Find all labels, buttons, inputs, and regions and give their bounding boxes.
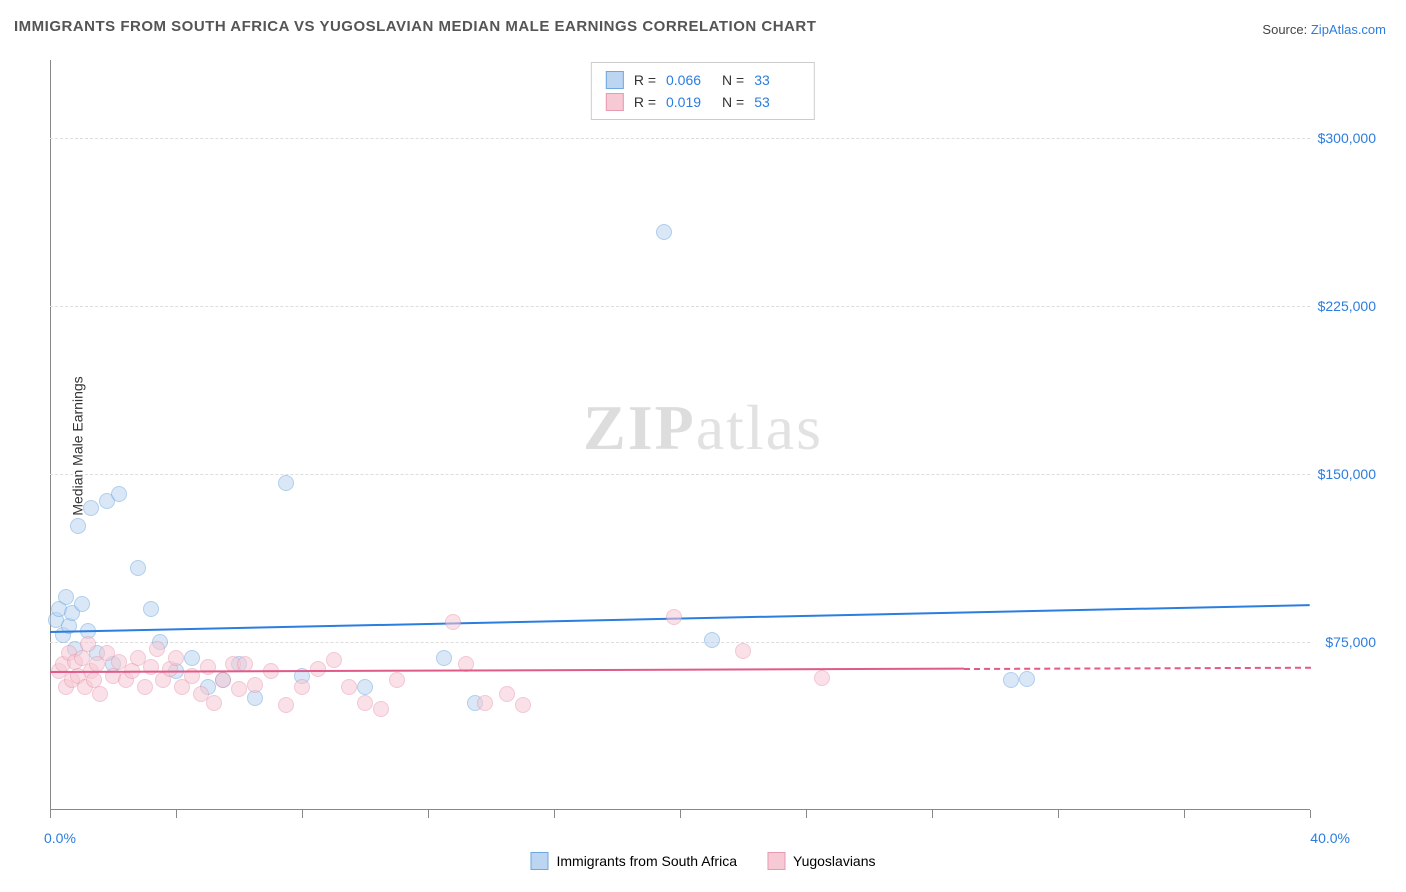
data-point — [294, 679, 310, 695]
data-point — [436, 650, 452, 666]
data-point — [1019, 671, 1035, 687]
data-point — [373, 701, 389, 717]
x-tick — [806, 810, 807, 818]
data-point — [310, 661, 326, 677]
legend-label: Immigrants from South Africa — [556, 853, 737, 869]
source-label: Source: — [1262, 22, 1307, 37]
data-point — [814, 670, 830, 686]
legend-swatch — [606, 93, 624, 111]
r-label: R = — [634, 72, 656, 88]
x-tick — [176, 810, 177, 818]
data-point — [445, 614, 461, 630]
x-tick — [932, 810, 933, 818]
data-point — [215, 672, 231, 688]
data-point — [326, 652, 342, 668]
data-point — [83, 500, 99, 516]
gridline — [50, 306, 1310, 307]
data-point — [1003, 672, 1019, 688]
r-value: 0.066 — [666, 72, 712, 88]
data-point — [515, 697, 531, 713]
y-tick-label: $225,000 — [1318, 298, 1376, 314]
data-point — [389, 672, 405, 688]
n-value: 33 — [754, 72, 800, 88]
data-point — [168, 650, 184, 666]
x-tick — [554, 810, 555, 818]
x-tick — [428, 810, 429, 818]
source-attribution: Source: ZipAtlas.com — [1262, 22, 1386, 37]
n-label: N = — [722, 72, 744, 88]
data-point — [499, 686, 515, 702]
legend-item: Yugoslavians — [767, 852, 876, 870]
data-point — [341, 679, 357, 695]
data-point — [58, 589, 74, 605]
data-point — [184, 650, 200, 666]
stats-legend-row: R = 0.019 N = 53 — [606, 91, 800, 113]
data-point — [477, 695, 493, 711]
x-tick — [1310, 810, 1311, 818]
chart-title: IMMIGRANTS FROM SOUTH AFRICA VS YUGOSLAV… — [14, 18, 816, 35]
data-point — [111, 486, 127, 502]
data-point — [357, 695, 373, 711]
data-point — [357, 679, 373, 695]
y-tick-label: $300,000 — [1318, 130, 1376, 146]
legend-swatch — [767, 852, 785, 870]
data-point — [149, 641, 165, 657]
x-axis-min-label: 0.0% — [44, 830, 76, 846]
x-tick — [1058, 810, 1059, 818]
n-value: 53 — [754, 94, 800, 110]
y-tick-label: $75,000 — [1325, 634, 1376, 650]
data-point — [74, 596, 90, 612]
n-label: N = — [722, 94, 744, 110]
data-point — [735, 643, 751, 659]
data-point — [656, 224, 672, 240]
x-tick — [1184, 810, 1185, 818]
plot-area — [50, 60, 1310, 810]
r-label: R = — [634, 94, 656, 110]
legend-label: Yugoslavians — [793, 853, 876, 869]
x-tick — [302, 810, 303, 818]
legend-swatch — [606, 71, 624, 89]
data-point — [70, 518, 86, 534]
x-axis-max-label: 40.0% — [1310, 830, 1350, 846]
series-legend: Immigrants from South Africa Yugoslavians — [530, 852, 875, 870]
gridline — [50, 138, 1310, 139]
data-point — [92, 686, 108, 702]
x-tick — [50, 810, 51, 818]
stats-legend: R = 0.066 N = 33 R = 0.019 N = 53 — [591, 62, 815, 120]
x-tick — [680, 810, 681, 818]
data-point — [704, 632, 720, 648]
gridline — [50, 474, 1310, 475]
data-point — [143, 601, 159, 617]
data-point — [137, 679, 153, 695]
stats-legend-row: R = 0.066 N = 33 — [606, 69, 800, 91]
data-point — [278, 475, 294, 491]
data-point — [666, 609, 682, 625]
legend-item: Immigrants from South Africa — [530, 852, 737, 870]
data-point — [80, 636, 96, 652]
source-link[interactable]: ZipAtlas.com — [1311, 22, 1386, 37]
y-tick-label: $150,000 — [1318, 466, 1376, 482]
legend-swatch — [530, 852, 548, 870]
data-point — [247, 677, 263, 693]
gridline — [50, 642, 1310, 643]
r-value: 0.019 — [666, 94, 712, 110]
data-point — [278, 697, 294, 713]
data-point — [206, 695, 222, 711]
data-point — [130, 560, 146, 576]
data-point — [231, 681, 247, 697]
